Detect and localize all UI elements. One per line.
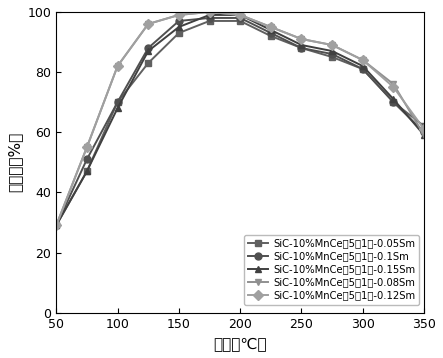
Y-axis label: 转化率（%）: 转化率（%） — [7, 132, 22, 192]
SiC-10%MnCe（5：1）-0.1Sm — [237, 16, 243, 20]
SiC-10%MnCe（5：1）-0.1Sm — [391, 100, 396, 104]
SiC-10%MnCe（5：1）-0.1Sm — [421, 130, 427, 134]
SiC-10%MnCe（5：1）-0.12Sm — [391, 85, 396, 89]
SiC-10%MnCe（5：1）-0.15Sm — [391, 97, 396, 101]
SiC-10%MnCe（5：1）-0.12Sm — [54, 223, 59, 228]
Line: SiC-10%MnCe（5：1）-0.08Sm: SiC-10%MnCe（5：1）-0.08Sm — [53, 9, 427, 229]
Line: SiC-10%MnCe（5：1）-0.15Sm: SiC-10%MnCe（5：1）-0.15Sm — [53, 11, 427, 229]
SiC-10%MnCe（5：1）-0.08Sm — [84, 145, 89, 149]
SiC-10%MnCe（5：1）-0.05Sm — [237, 19, 243, 23]
SiC-10%MnCe（5：1）-0.15Sm — [421, 133, 427, 137]
SiC-10%MnCe（5：1）-0.1Sm — [176, 19, 182, 23]
SiC-10%MnCe（5：1）-0.12Sm — [84, 145, 89, 149]
SiC-10%MnCe（5：1）-0.15Sm — [330, 49, 335, 53]
SiC-10%MnCe（5：1）-0.08Sm — [237, 13, 243, 17]
SiC-10%MnCe（5：1）-0.1Sm — [360, 67, 365, 71]
SiC-10%MnCe（5：1）-0.1Sm — [207, 16, 212, 20]
SiC-10%MnCe（5：1）-0.05Sm — [54, 223, 59, 228]
SiC-10%MnCe（5：1）-0.08Sm — [330, 43, 335, 47]
SiC-10%MnCe（5：1）-0.05Sm — [330, 55, 335, 59]
SiC-10%MnCe（5：1）-0.05Sm — [176, 31, 182, 35]
SiC-10%MnCe（5：1）-0.08Sm — [421, 133, 427, 137]
SiC-10%MnCe（5：1）-0.15Sm — [360, 64, 365, 68]
SiC-10%MnCe（5：1）-0.08Sm — [115, 64, 120, 68]
SiC-10%MnCe（5：1）-0.12Sm — [146, 22, 151, 26]
SiC-10%MnCe（5：1）-0.15Sm — [207, 13, 212, 17]
SiC-10%MnCe（5：1）-0.05Sm — [391, 100, 396, 104]
Line: SiC-10%MnCe（5：1）-0.12Sm: SiC-10%MnCe（5：1）-0.12Sm — [53, 9, 427, 229]
SiC-10%MnCe（5：1）-0.12Sm — [207, 10, 212, 14]
SiC-10%MnCe（5：1）-0.15Sm — [115, 106, 120, 110]
SiC-10%MnCe（5：1）-0.15Sm — [54, 223, 59, 228]
SiC-10%MnCe（5：1）-0.1Sm — [330, 52, 335, 56]
SiC-10%MnCe（5：1）-0.15Sm — [146, 49, 151, 53]
SiC-10%MnCe（5：1）-0.08Sm — [54, 223, 59, 228]
SiC-10%MnCe（5：1）-0.12Sm — [330, 43, 335, 47]
SiC-10%MnCe（5：1）-0.12Sm — [421, 127, 427, 131]
SiC-10%MnCe（5：1）-0.12Sm — [299, 37, 304, 41]
Legend: SiC-10%MnCe（5：1）-0.05Sm, SiC-10%MnCe（5：1）-0.1Sm, SiC-10%MnCe（5：1）-0.15Sm, SiC-10: SiC-10%MnCe（5：1）-0.05Sm, SiC-10%MnCe（5：1… — [244, 234, 419, 305]
SiC-10%MnCe（5：1）-0.15Sm — [268, 28, 273, 32]
SiC-10%MnCe（5：1）-0.1Sm — [146, 46, 151, 50]
SiC-10%MnCe（5：1）-0.15Sm — [176, 25, 182, 29]
SiC-10%MnCe（5：1）-0.1Sm — [115, 100, 120, 104]
SiC-10%MnCe（5：1）-0.08Sm — [360, 58, 365, 62]
SiC-10%MnCe（5：1）-0.05Sm — [268, 34, 273, 38]
SiC-10%MnCe（5：1）-0.1Sm — [299, 46, 304, 50]
SiC-10%MnCe（5：1）-0.05Sm — [421, 124, 427, 129]
SiC-10%MnCe（5：1）-0.08Sm — [146, 22, 151, 26]
SiC-10%MnCe（5：1）-0.05Sm — [84, 169, 89, 174]
SiC-10%MnCe（5：1）-0.15Sm — [84, 169, 89, 174]
SiC-10%MnCe（5：1）-0.05Sm — [146, 61, 151, 65]
SiC-10%MnCe（5：1）-0.08Sm — [299, 37, 304, 41]
SiC-10%MnCe（5：1）-0.05Sm — [115, 100, 120, 104]
SiC-10%MnCe（5：1）-0.05Sm — [360, 67, 365, 71]
SiC-10%MnCe（5：1）-0.12Sm — [237, 13, 243, 17]
SiC-10%MnCe（5：1）-0.15Sm — [237, 13, 243, 17]
SiC-10%MnCe（5：1）-0.08Sm — [268, 25, 273, 29]
SiC-10%MnCe（5：1）-0.1Sm — [54, 223, 59, 228]
SiC-10%MnCe（5：1）-0.12Sm — [268, 25, 273, 29]
SiC-10%MnCe（5：1）-0.15Sm — [299, 43, 304, 47]
X-axis label: 温度（℃）: 温度（℃） — [214, 336, 267, 351]
Line: SiC-10%MnCe（5：1）-0.1Sm: SiC-10%MnCe（5：1）-0.1Sm — [53, 14, 427, 229]
SiC-10%MnCe（5：1）-0.12Sm — [115, 64, 120, 68]
SiC-10%MnCe（5：1）-0.05Sm — [207, 19, 212, 23]
SiC-10%MnCe（5：1）-0.08Sm — [207, 10, 212, 14]
SiC-10%MnCe（5：1）-0.08Sm — [176, 13, 182, 17]
SiC-10%MnCe（5：1）-0.12Sm — [360, 58, 365, 62]
SiC-10%MnCe（5：1）-0.05Sm — [299, 46, 304, 50]
SiC-10%MnCe（5：1）-0.12Sm — [176, 13, 182, 17]
SiC-10%MnCe（5：1）-0.1Sm — [268, 31, 273, 35]
SiC-10%MnCe（5：1）-0.08Sm — [391, 82, 396, 86]
Line: SiC-10%MnCe（5：1）-0.05Sm: SiC-10%MnCe（5：1）-0.05Sm — [53, 18, 427, 229]
SiC-10%MnCe（5：1）-0.1Sm — [84, 157, 89, 161]
